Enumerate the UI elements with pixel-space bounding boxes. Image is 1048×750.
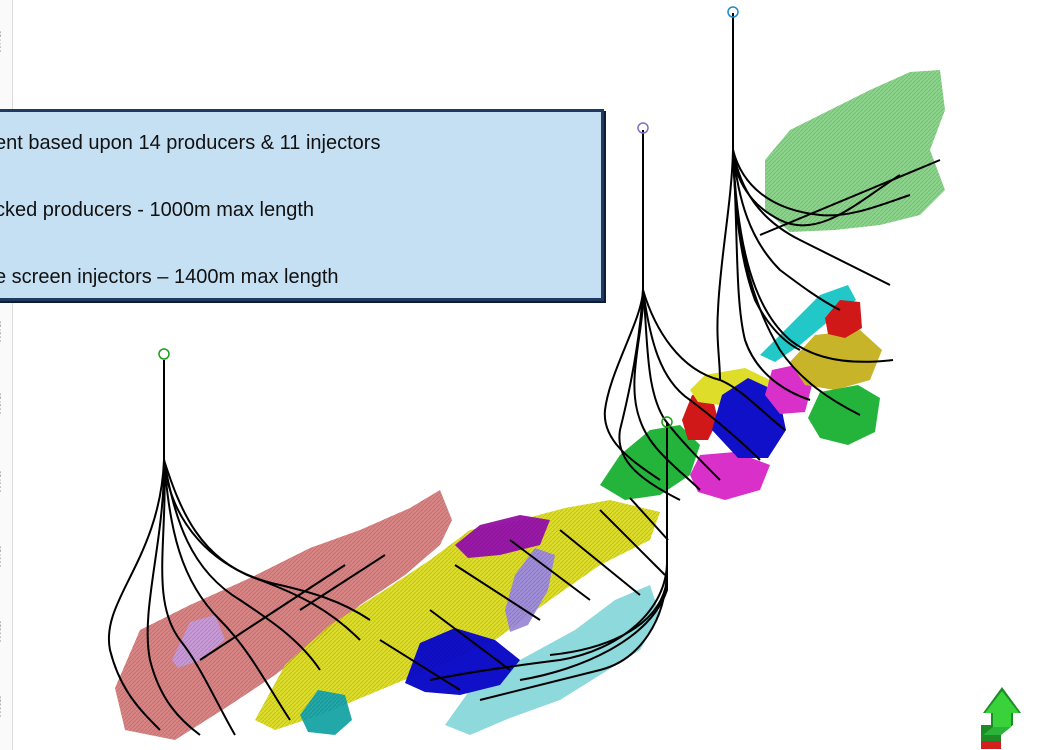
region-green-right: [808, 385, 880, 445]
region-magenta-mid: [690, 452, 770, 500]
region-red-upper: [825, 300, 862, 338]
wellhead-circle-icon: [637, 122, 649, 134]
wellheads: [158, 6, 739, 428]
north-arrow-icon[interactable]: [975, 683, 1025, 749]
region-green-mid: [600, 425, 700, 500]
region-cyan-strip: [760, 285, 856, 362]
wellhead-circle-icon: [661, 416, 673, 428]
wellhead-circle-icon: [158, 348, 170, 360]
info-line-3: e screen injectors – 1400m max length: [0, 266, 339, 288]
info-line-2: cked producers - 1000m max length: [0, 199, 315, 221]
well-trajectories: [107, 13, 941, 736]
geobody-regions: [115, 70, 945, 740]
wellhead-circle-icon: [727, 6, 739, 18]
info-callout-box: ent based upon 14 producers & 11 injecto…: [0, 109, 604, 301]
region-red-mid: [682, 395, 718, 440]
info-line-1: ent based upon 14 producers & 11 injecto…: [0, 132, 381, 154]
